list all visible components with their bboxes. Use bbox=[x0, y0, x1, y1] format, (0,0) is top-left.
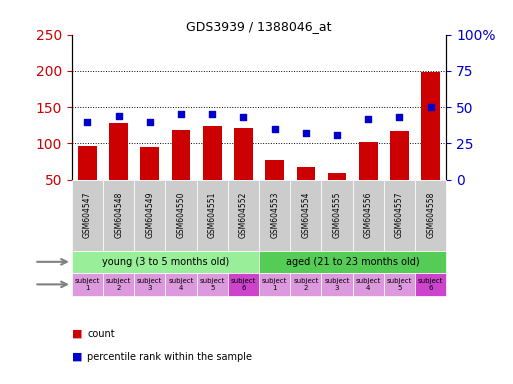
Text: GSM604553: GSM604553 bbox=[270, 192, 279, 238]
Bar bbox=[328, 173, 346, 216]
Bar bbox=[203, 126, 222, 216]
Bar bbox=[165, 180, 196, 250]
Text: GSM604552: GSM604552 bbox=[239, 192, 248, 238]
Text: subject
2: subject 2 bbox=[293, 278, 319, 291]
Bar bbox=[234, 128, 253, 216]
Bar bbox=[72, 250, 259, 273]
Bar bbox=[103, 180, 134, 250]
Text: GSM604558: GSM604558 bbox=[426, 192, 435, 238]
Text: percentile rank within the sample: percentile rank within the sample bbox=[87, 352, 252, 362]
Point bbox=[114, 113, 123, 119]
Bar bbox=[290, 273, 322, 296]
Text: count: count bbox=[87, 329, 115, 339]
Bar bbox=[415, 180, 446, 250]
Text: GSM604548: GSM604548 bbox=[114, 192, 123, 238]
Bar bbox=[259, 250, 446, 273]
Text: GSM604550: GSM604550 bbox=[176, 192, 186, 238]
Bar bbox=[259, 180, 290, 250]
Bar bbox=[172, 130, 190, 216]
Bar bbox=[228, 273, 259, 296]
Bar bbox=[290, 180, 322, 250]
Text: GSM604551: GSM604551 bbox=[208, 192, 217, 238]
Bar bbox=[228, 180, 259, 250]
Bar bbox=[353, 273, 384, 296]
Point bbox=[364, 116, 372, 122]
Title: GDS3939 / 1388046_at: GDS3939 / 1388046_at bbox=[186, 20, 332, 33]
Bar bbox=[72, 180, 103, 250]
Text: subject
5: subject 5 bbox=[387, 278, 412, 291]
Point bbox=[302, 130, 310, 136]
Bar bbox=[72, 273, 103, 296]
Text: subject
2: subject 2 bbox=[106, 278, 131, 291]
Text: ■: ■ bbox=[72, 329, 82, 339]
Text: aged (21 to 23 months old): aged (21 to 23 months old) bbox=[286, 257, 420, 267]
Bar bbox=[134, 180, 165, 250]
Bar bbox=[322, 273, 353, 296]
Text: GSM604547: GSM604547 bbox=[83, 192, 92, 238]
Text: subject
3: subject 3 bbox=[137, 278, 163, 291]
Text: subject
4: subject 4 bbox=[356, 278, 381, 291]
Bar bbox=[297, 167, 315, 216]
Point bbox=[83, 119, 91, 125]
Point bbox=[177, 111, 185, 118]
Text: young (3 to 5 months old): young (3 to 5 months old) bbox=[102, 257, 229, 267]
Point bbox=[270, 126, 279, 132]
Text: ■: ■ bbox=[72, 352, 82, 362]
Bar bbox=[196, 180, 228, 250]
Text: subject
6: subject 6 bbox=[231, 278, 256, 291]
Text: subject
1: subject 1 bbox=[75, 278, 100, 291]
Bar bbox=[415, 273, 446, 296]
Bar bbox=[109, 123, 128, 216]
Text: GSM604549: GSM604549 bbox=[145, 192, 154, 238]
Text: subject
1: subject 1 bbox=[262, 278, 287, 291]
Text: GSM604557: GSM604557 bbox=[395, 192, 404, 238]
Text: subject
4: subject 4 bbox=[168, 278, 194, 291]
Text: GSM604556: GSM604556 bbox=[364, 192, 373, 238]
Bar bbox=[421, 71, 440, 216]
Bar bbox=[322, 180, 353, 250]
Point bbox=[208, 111, 216, 118]
Bar bbox=[359, 142, 378, 216]
Bar bbox=[103, 273, 134, 296]
Bar bbox=[390, 131, 409, 216]
Bar bbox=[134, 273, 165, 296]
Bar bbox=[384, 273, 415, 296]
Bar bbox=[353, 180, 384, 250]
Bar bbox=[141, 147, 159, 216]
Bar bbox=[165, 273, 196, 296]
Point bbox=[427, 104, 435, 110]
Text: subject
3: subject 3 bbox=[324, 278, 350, 291]
Point bbox=[240, 114, 248, 120]
Bar bbox=[78, 146, 97, 216]
Text: subject
5: subject 5 bbox=[200, 278, 225, 291]
Point bbox=[146, 119, 154, 125]
Bar bbox=[384, 180, 415, 250]
Point bbox=[396, 114, 404, 120]
Bar bbox=[196, 273, 228, 296]
Point bbox=[333, 132, 341, 138]
Text: subject
6: subject 6 bbox=[418, 278, 443, 291]
Bar bbox=[259, 273, 290, 296]
Text: GSM604554: GSM604554 bbox=[301, 192, 310, 238]
Bar bbox=[265, 160, 284, 216]
Text: GSM604555: GSM604555 bbox=[332, 192, 342, 238]
